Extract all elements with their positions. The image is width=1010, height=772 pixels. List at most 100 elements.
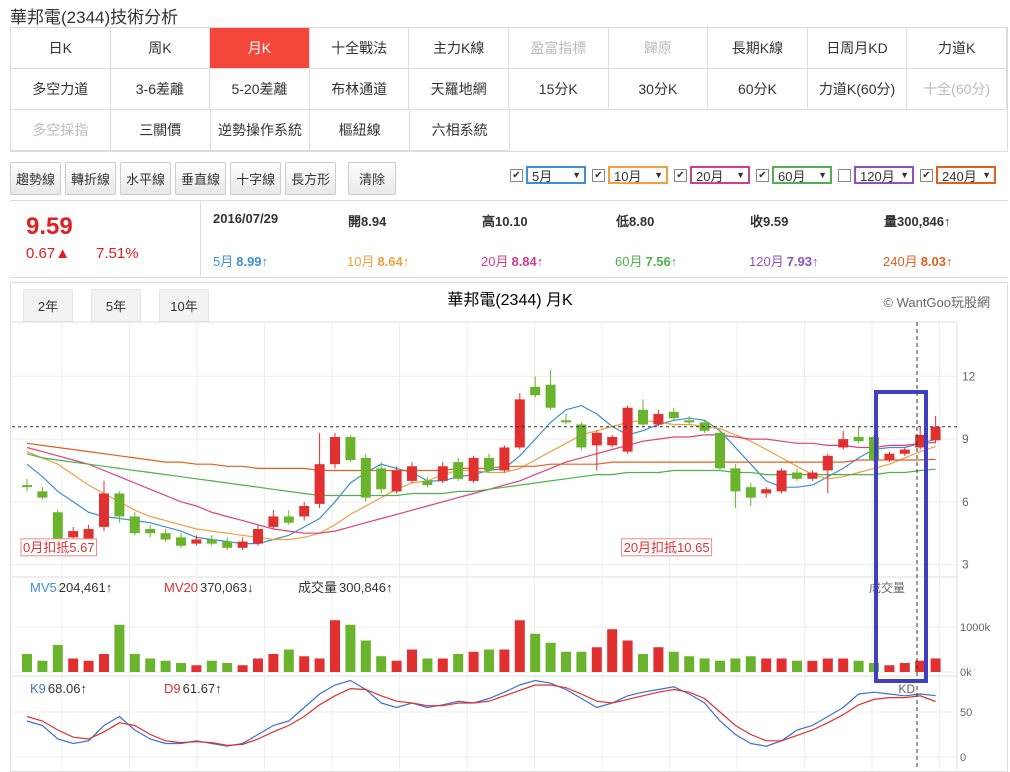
field-label: 開 — [348, 214, 362, 229]
volume-bar — [653, 647, 664, 672]
volume-bar — [299, 656, 310, 672]
quote-field: 高10.10 — [482, 211, 528, 230]
menu-item[interactable]: 樞紐線 — [310, 110, 411, 151]
menu-item[interactable]: 十全戰法 — [309, 28, 410, 69]
menu-item[interactable]: 主力K線 — [409, 28, 509, 69]
tool-button[interactable]: 水平線 — [120, 162, 172, 195]
ma-select: 120月 ▼ — [838, 166, 914, 184]
change: 0.67▲ — [26, 245, 71, 262]
candle-body — [191, 539, 202, 544]
menu-item[interactable]: 日周月KD — [807, 28, 908, 69]
menu-item[interactable]: 周K — [110, 28, 211, 69]
annotation-box — [20, 538, 98, 557]
menu-item[interactable]: 力道K — [907, 28, 1007, 69]
dropdown[interactable]: 20月 ▼ — [690, 166, 750, 184]
menu-item[interactable]: 六相系統 — [410, 110, 510, 151]
legend-name: MV5 — [30, 580, 57, 595]
volume-bar — [330, 620, 340, 672]
volume-bar — [776, 658, 787, 672]
menu-item[interactable]: 三關價 — [110, 110, 211, 151]
tool-button[interactable]: 長方形 — [285, 162, 337, 195]
quote: 9.59 0.67▲ 7.51% 2016/07/29 開8.94 高10.10 低… — [10, 200, 1008, 278]
y-tick-label: 0 — [960, 752, 966, 764]
volume-bar — [576, 651, 587, 672]
price-box: 9.59 0.67▲ 7.51% — [10, 201, 201, 277]
menu-item[interactable]: 3-6差離 — [110, 69, 211, 110]
volume-bar — [176, 663, 186, 672]
y-tick-label: 50 — [960, 707, 972, 719]
tool-button[interactable]: 十字線 — [230, 162, 282, 195]
quote-field: 低8.80 — [616, 211, 654, 230]
volume-bar — [730, 658, 741, 672]
toolbar: 趨勢線 轉折線 水平線 垂直線 十字線 長方形 清除 — [10, 162, 397, 195]
menu-item[interactable]: 15分K — [508, 69, 609, 110]
menu-item[interactable]: 多空力道 — [11, 69, 111, 110]
dropdown[interactable]: 120月 ▼ — [854, 166, 914, 184]
candle-body — [160, 533, 171, 540]
dropdown-arrow: ▼ — [900, 170, 909, 180]
legend-value: 61.67↑ — [183, 681, 222, 696]
menu-item[interactable]: 30分K — [608, 69, 709, 110]
menu-item[interactable]: 月K — [210, 28, 310, 69]
menu-item[interactable]: 盈富指標 — [508, 28, 609, 69]
candle-body — [715, 432, 725, 469]
candle-body — [22, 485, 32, 488]
menu-item[interactable]: 歸原 — [608, 28, 709, 69]
volume-bar — [792, 660, 802, 672]
volume-bar — [807, 660, 818, 672]
volume-bar — [484, 649, 494, 672]
menu-item[interactable]: 逆勢操作系統 — [210, 110, 311, 151]
legend-name: 成交量 — [298, 580, 337, 595]
checkbox[interactable]: ✔ — [592, 168, 605, 182]
menu-item[interactable]: 天羅地網 — [409, 69, 509, 110]
candle-body — [853, 437, 864, 442]
volume-bar — [222, 663, 233, 672]
candle-body — [622, 407, 633, 452]
highlight-box — [874, 390, 928, 683]
volume-bar — [268, 654, 279, 672]
volume-bar — [561, 651, 571, 672]
dropdown[interactable]: 60月 ▼ — [772, 166, 832, 184]
candle-body — [206, 539, 217, 544]
dropdown[interactable]: 240月 ▼ — [936, 166, 996, 184]
candle-body — [499, 447, 510, 471]
menu-item[interactable]: 長期K線 — [708, 28, 808, 69]
volume-bar — [638, 654, 648, 672]
menu-item[interactable]: 十全(60分) — [907, 69, 1007, 110]
volume-bar — [453, 654, 464, 672]
volume-bar — [514, 620, 525, 672]
menu-item[interactable]: 力道K(60分) — [807, 69, 908, 110]
ma-value: 8.99↑ — [236, 254, 269, 269]
range-button[interactable]: 2年 — [23, 289, 73, 322]
volume-bar — [160, 660, 171, 672]
checkbox[interactable] — [838, 168, 851, 182]
ma-line — [26, 434, 936, 534]
candle-body — [576, 424, 587, 448]
volume-bar — [253, 658, 263, 672]
menu-item[interactable]: 布林通道 — [309, 69, 410, 110]
dropdown-label: 20月 — [696, 168, 724, 184]
menu-item[interactable]: 多空採指 — [11, 110, 111, 151]
checkbox[interactable]: ✔ — [756, 168, 769, 182]
tool-button[interactable]: 垂直線 — [175, 162, 227, 195]
volume-bar — [699, 658, 710, 672]
menu-item[interactable]: 60分K — [708, 69, 808, 110]
candle-body — [360, 457, 371, 498]
tool-button[interactable]: 清除 — [348, 162, 397, 195]
dropdown[interactable]: 10月 ▼ — [608, 166, 668, 184]
checkbox[interactable]: ✔ — [920, 168, 933, 182]
range-button[interactable]: 5年 — [91, 289, 141, 322]
tool-button[interactable]: 趨勢線 — [10, 162, 62, 195]
dropdown[interactable]: 5月 ▼ — [526, 166, 586, 184]
ma-select: ✔ 240月 ▼ — [920, 166, 996, 184]
menu-item[interactable]: 日K — [11, 28, 111, 69]
tool-button[interactable]: 轉折線 — [65, 162, 117, 195]
volume-bar — [668, 651, 679, 672]
ma-line — [26, 419, 936, 541]
menu-item[interactable]: 5-20差離 — [210, 69, 310, 110]
checkbox[interactable]: ✔ — [510, 168, 523, 182]
candle-body — [684, 420, 695, 423]
quote-ma: 120月 7.93↑ — [749, 251, 819, 270]
volume-bar — [191, 665, 202, 672]
checkbox[interactable]: ✔ — [674, 168, 687, 182]
